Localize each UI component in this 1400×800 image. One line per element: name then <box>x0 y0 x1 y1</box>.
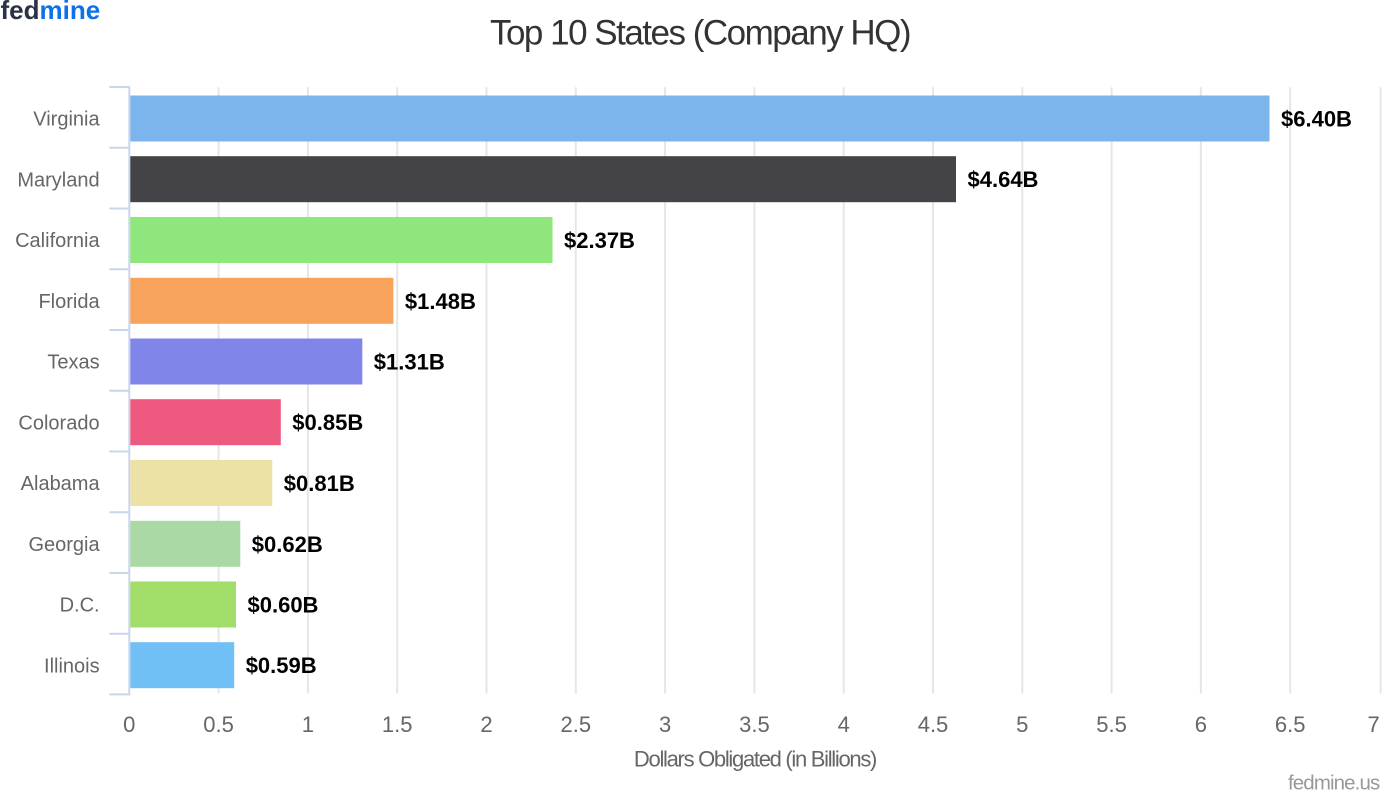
svg-text:Illinois: Illinois <box>44 656 100 678</box>
svg-text:1: 1 <box>302 712 314 737</box>
svg-text:Top 10 States (Company HQ): Top 10 States (Company HQ) <box>490 14 910 53</box>
svg-text:0: 0 <box>123 712 135 737</box>
svg-text:4.5: 4.5 <box>918 712 949 737</box>
svg-text:$4.64B: $4.64B <box>968 167 1039 192</box>
svg-text:$0.59B: $0.59B <box>246 653 317 678</box>
svg-text:Georgia: Georgia <box>28 534 100 556</box>
svg-text:5: 5 <box>1016 712 1028 737</box>
svg-text:5.5: 5.5 <box>1096 712 1127 737</box>
svg-text:fedmine: fedmine <box>1 0 101 25</box>
svg-text:3.5: 3.5 <box>739 712 770 737</box>
svg-text:California: California <box>15 230 100 252</box>
svg-text:3: 3 <box>659 712 671 737</box>
svg-text:Alabama: Alabama <box>21 473 101 495</box>
svg-text:D.C.: D.C. <box>60 595 100 617</box>
svg-text:2: 2 <box>480 712 492 737</box>
svg-text:$0.62B: $0.62B <box>252 532 323 557</box>
svg-text:Maryland: Maryland <box>17 169 99 191</box>
svg-text:Florida: Florida <box>38 291 100 313</box>
svg-text:Colorado: Colorado <box>18 412 99 434</box>
svg-text:fedmine.us: fedmine.us <box>1288 772 1380 795</box>
svg-text:6: 6 <box>1195 712 1207 737</box>
svg-text:$0.60B: $0.60B <box>248 593 319 618</box>
svg-text:0.5: 0.5 <box>203 712 234 737</box>
svg-text:$2.37B: $2.37B <box>564 228 635 253</box>
svg-text:1.5: 1.5 <box>382 712 413 737</box>
svg-text:$1.48B: $1.48B <box>405 289 476 314</box>
svg-text:6.5: 6.5 <box>1275 712 1306 737</box>
svg-text:$6.40B: $6.40B <box>1281 107 1352 132</box>
svg-text:Texas: Texas <box>47 352 99 374</box>
svg-text:$1.31B: $1.31B <box>374 350 445 375</box>
svg-text:$0.81B: $0.81B <box>284 471 355 496</box>
svg-text:2.5: 2.5 <box>561 712 592 737</box>
svg-text:Dollars Obligated (in Billions: Dollars Obligated (in Billions) <box>634 746 876 771</box>
svg-text:$0.85B: $0.85B <box>292 410 363 435</box>
svg-text:Virginia: Virginia <box>33 109 100 131</box>
svg-text:4: 4 <box>838 712 850 737</box>
svg-text:7: 7 <box>1367 712 1379 737</box>
